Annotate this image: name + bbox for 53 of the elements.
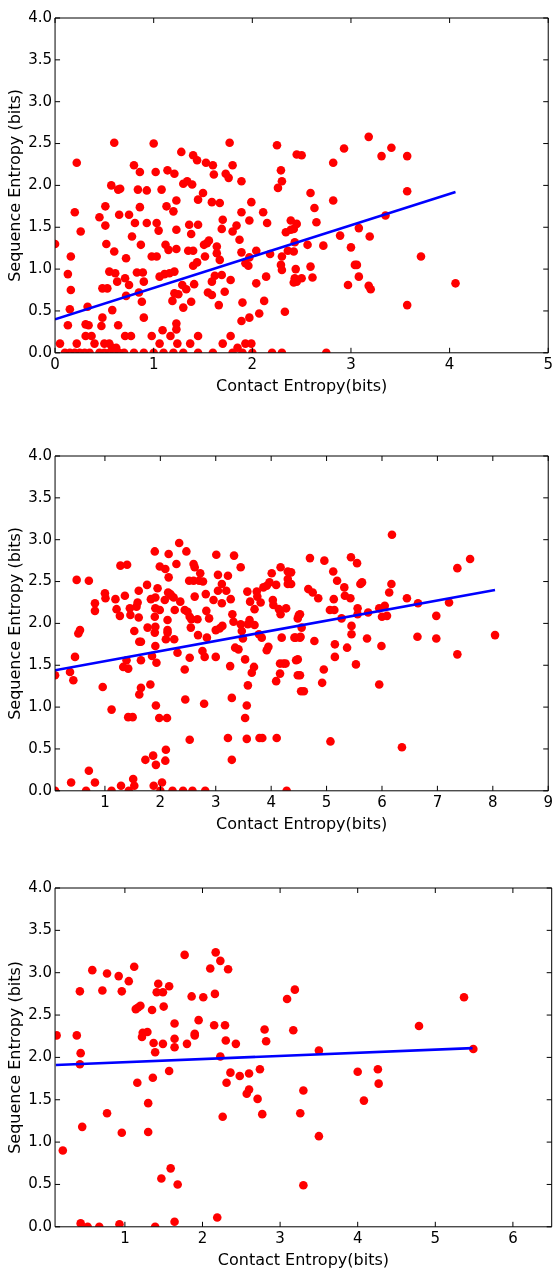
x-tick-label: 5 — [543, 354, 553, 373]
y-tick-label: 1.5 — [28, 655, 53, 674]
y-axis-title: Sequence Entropy (bits) — [4, 960, 24, 1154]
x-tick-label: 2 — [197, 1228, 208, 1247]
x-tick-label: 7 — [432, 792, 443, 811]
x-tick-label: 6 — [508, 1228, 518, 1247]
y-tick-label: 1.0 — [28, 1131, 53, 1150]
x-tick-label: 5 — [430, 1228, 441, 1247]
x-tick-label: 2 — [155, 792, 166, 811]
y-axis-title: Sequence Entropy (bits) — [4, 526, 24, 720]
y-tick-label: 1.5 — [28, 217, 53, 236]
x-tick-label: 4 — [444, 354, 455, 373]
x-tick-label: 8 — [488, 792, 498, 811]
x-axis-title: Contact Entropy(bits) — [217, 1249, 389, 1269]
y-tick-label: 2.5 — [28, 1004, 53, 1023]
y-tick-label: 3.0 — [28, 962, 53, 981]
y-tick-label: 4.0 — [28, 7, 53, 26]
y-axis-title: Sequence Entropy (bits) — [4, 88, 24, 282]
y-tick-label: 2.5 — [28, 133, 53, 152]
y-tick-label: 0.5 — [28, 738, 53, 757]
x-tick-label: 1 — [148, 354, 159, 373]
x-tick-label: 4 — [352, 1228, 363, 1247]
x-tick-label: 3 — [275, 1228, 285, 1247]
x-tick-label: 6 — [377, 792, 387, 811]
x-tick-label: 3 — [346, 354, 356, 373]
y-tick-label: 0.5 — [28, 1174, 53, 1193]
x-tick-label: 5 — [321, 792, 332, 811]
x-tick-label: 1 — [120, 1228, 130, 1247]
y-tick-label: 4.0 — [28, 877, 53, 896]
y-tick-label: 1.0 — [28, 258, 53, 277]
x-tick-label: 9 — [543, 792, 553, 811]
x-axis-title: Contact Entropy(bits) — [216, 375, 388, 395]
x-tick-label: 3 — [210, 792, 221, 811]
y-tick-label: 2.5 — [28, 571, 53, 590]
x-tick-label: 0 — [50, 354, 60, 373]
y-tick-label: 3.0 — [28, 529, 53, 548]
y-tick-label: 2.0 — [28, 175, 53, 194]
y-tick-label: 0.5 — [28, 300, 53, 319]
y-tick-label: 3.5 — [28, 920, 53, 939]
y-tick-label: 0.0 — [28, 1216, 53, 1235]
y-tick-label: 3.5 — [28, 487, 53, 506]
x-tick-label: 4 — [266, 792, 276, 811]
y-tick-label: 3.5 — [28, 49, 53, 68]
y-tick-label: 3.0 — [28, 91, 53, 110]
y-tick-label: 0.0 — [28, 780, 53, 799]
y-tick-label: 1.0 — [28, 696, 53, 715]
y-tick-label: 4.0 — [28, 445, 53, 464]
y-tick-label: 2.0 — [28, 1047, 53, 1066]
x-axis-title: Contact Entropy(bits) — [216, 813, 388, 833]
x-tick-label: 2 — [247, 354, 258, 373]
y-tick-label: 1.5 — [28, 1089, 53, 1108]
x-tick-label: 1 — [100, 792, 110, 811]
y-tick-label: 2.0 — [28, 613, 53, 632]
